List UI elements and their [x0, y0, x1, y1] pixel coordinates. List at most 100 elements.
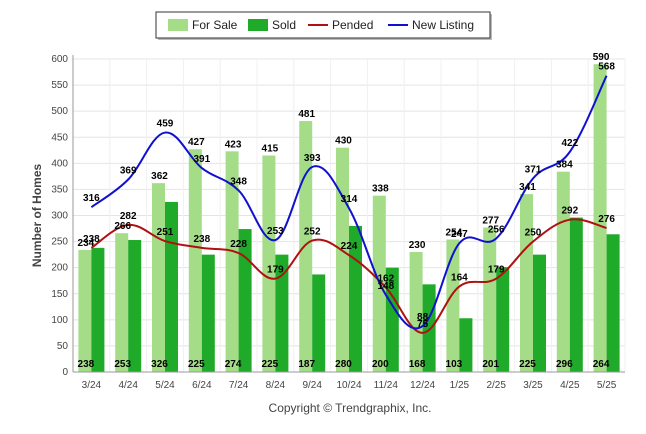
x-tick-label: 9/24 — [302, 380, 322, 391]
label-pended: 252 — [304, 227, 321, 238]
label-for-sale: 254 — [446, 227, 463, 238]
legend-label: Sold — [272, 18, 296, 32]
label-sold: 103 — [446, 359, 463, 370]
bar-for-sale — [336, 147, 349, 372]
x-tick-label: 4/25 — [560, 380, 580, 391]
label-new-listing: 391 — [193, 154, 210, 165]
legend-label: New Listing — [412, 18, 474, 32]
label-pended: 251 — [157, 227, 174, 238]
label-new-listing: 316 — [83, 193, 100, 204]
bar-for-sale — [299, 121, 313, 372]
y-tick-label: 450 — [51, 132, 68, 143]
label-sold: 296 — [556, 359, 573, 370]
bar-sold — [606, 234, 620, 372]
bar-for-sale — [556, 171, 570, 372]
bar-sold — [496, 267, 510, 372]
x-tick-label: 12/24 — [410, 380, 435, 391]
y-tick-label: 300 — [51, 211, 68, 222]
label-sold: 253 — [114, 359, 131, 370]
label-sold: 280 — [335, 359, 352, 370]
x-tick-label: 8/24 — [266, 380, 286, 391]
bar-sold — [312, 274, 326, 372]
bar-sold — [569, 217, 583, 372]
x-tick-label: 7/24 — [229, 380, 249, 391]
label-for-sale: 277 — [482, 215, 499, 226]
bar-sold — [385, 267, 399, 372]
axes: 0 50 100 150 200 250 300 350 400 450 500 550 600 3/24… — [51, 54, 625, 391]
label-sold: 274 — [225, 359, 242, 370]
legend-label: For Sale — [192, 18, 238, 32]
label-for-sale: 427 — [188, 137, 205, 148]
y-tick-label: 100 — [51, 315, 68, 326]
bar-for-sale — [483, 227, 497, 372]
bar-sold — [275, 254, 289, 372]
label-new-listing: 422 — [561, 138, 578, 149]
label-for-sale: 384 — [556, 160, 573, 171]
bar-for-sale — [446, 239, 460, 372]
bar-sold — [533, 254, 546, 372]
x-tick-label: 6/24 — [192, 380, 212, 391]
y-tick-label: 400 — [51, 158, 68, 169]
series-lines — [90, 75, 608, 334]
label-pended: 238 — [193, 234, 210, 245]
bar-sold — [128, 240, 142, 372]
label-for-sale: 338 — [372, 184, 389, 195]
y-tick-label: 0 — [62, 367, 68, 378]
bar-sold — [201, 254, 215, 372]
bar-for-sale — [188, 149, 202, 372]
label-sold: 225 — [519, 359, 536, 370]
label-for-sale: 266 — [114, 221, 131, 232]
label-new-listing: 393 — [304, 153, 321, 164]
label-new-listing: 253 — [267, 226, 284, 237]
x-tick-label: 4/24 — [118, 380, 138, 391]
label-sold: 326 — [151, 359, 168, 370]
label-sold: 225 — [188, 359, 205, 370]
y-tick-label: 150 — [51, 289, 68, 300]
y-tick-label: 550 — [51, 80, 68, 91]
x-tick-label: 5/24 — [155, 380, 175, 391]
copyright: Copyright © Trendgraphix, Inc. — [269, 401, 432, 415]
label-pended: 75 — [417, 319, 429, 330]
label-sold: 200 — [372, 359, 389, 370]
line-pended — [90, 218, 607, 334]
label-pended: 238 — [83, 234, 100, 245]
bar-for-sale — [225, 151, 239, 372]
label-new-listing: 88 — [417, 312, 429, 323]
label-new-listing: 369 — [120, 166, 137, 177]
bar-for-sale — [520, 194, 533, 372]
label-for-sale: 481 — [298, 109, 315, 120]
label-pended: 162 — [377, 273, 394, 284]
label-for-sale: 415 — [262, 144, 279, 155]
label-pended: 179 — [488, 265, 505, 276]
x-tick-label: 11/24 — [374, 380, 399, 391]
x-tick-label: 5/25 — [597, 380, 617, 391]
bar-sold — [91, 247, 105, 372]
label-sold: 201 — [482, 359, 499, 370]
legend-swatch — [168, 19, 188, 31]
bar-for-sale — [152, 183, 165, 372]
x-tick-label: 1/25 — [450, 380, 470, 391]
bar-for-sale — [115, 233, 129, 372]
label-for-sale: 430 — [335, 136, 352, 147]
bar-for-sale — [262, 155, 276, 372]
bar-for-sale — [593, 64, 607, 372]
y-tick-label: 200 — [51, 263, 68, 274]
label-new-listing: 148 — [377, 281, 394, 292]
y-tick-label: 350 — [51, 184, 68, 195]
label-for-sale: 423 — [225, 139, 242, 150]
bar-sold — [459, 318, 473, 372]
bar-sold — [238, 229, 252, 372]
y-tick-label: 50 — [57, 341, 69, 352]
label-new-listing: 459 — [157, 119, 174, 130]
label-pended: 292 — [561, 206, 578, 217]
label-pended: 228 — [230, 239, 247, 250]
legend-label: Pended — [332, 18, 373, 32]
label-for-sale: 590 — [593, 52, 610, 63]
label-pended: 282 — [120, 211, 137, 222]
legend-swatch — [248, 19, 268, 31]
bar-sold — [422, 284, 436, 372]
label-new-listing: 256 — [488, 224, 505, 235]
label-sold: 264 — [593, 359, 610, 370]
label-new-listing: 371 — [525, 164, 542, 175]
label-for-sale: 230 — [409, 240, 426, 251]
